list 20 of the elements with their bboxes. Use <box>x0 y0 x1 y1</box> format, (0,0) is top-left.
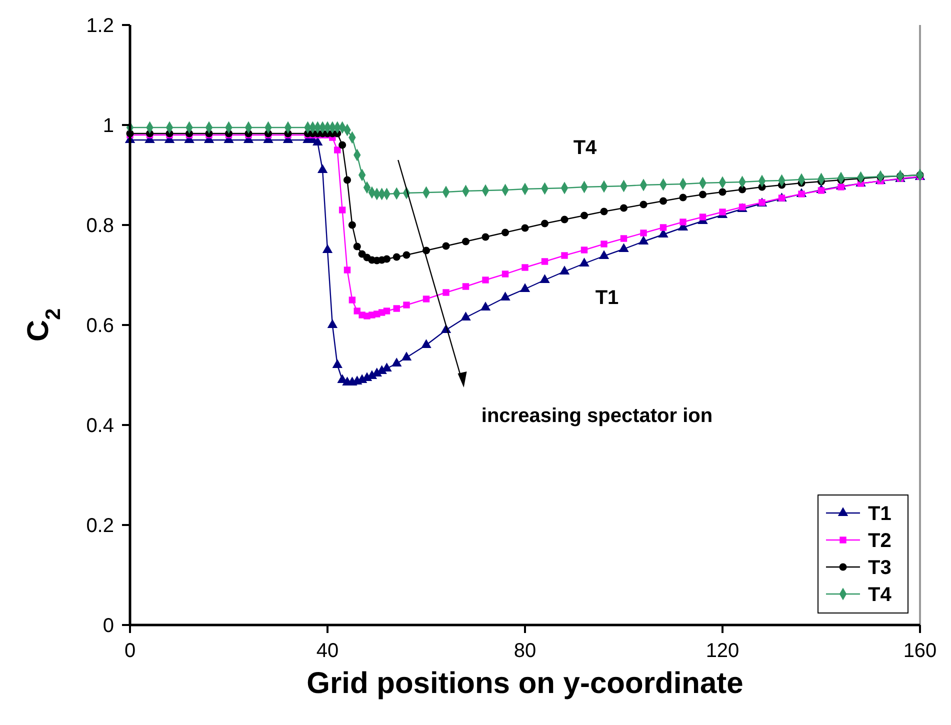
y-tick-label: 0.2 <box>86 515 114 537</box>
y-tick-label: 1.2 <box>86 15 114 37</box>
x-tick-label: 40 <box>316 640 339 662</box>
legend-label: T4 <box>868 584 892 606</box>
x-tick-label: 160 <box>903 640 937 662</box>
y-tick-label: 0.8 <box>86 215 114 237</box>
legend-label: T1 <box>868 503 892 525</box>
y-tick-label: 1 <box>102 115 114 137</box>
annotation: T4 <box>573 137 598 159</box>
y-tick-label: 0.4 <box>86 415 114 437</box>
y-tick-label: 0.6 <box>86 315 114 337</box>
x-axis-title: Grid positions on y-coordinate <box>306 667 744 700</box>
annotation: T1 <box>595 287 619 309</box>
annotation: increasing spectator ion <box>481 405 713 427</box>
x-tick-label: 80 <box>514 640 536 662</box>
x-tick-label: 120 <box>706 640 740 662</box>
y-tick-label: 0 <box>102 615 114 637</box>
x-tick-label: 0 <box>124 640 136 662</box>
legend-label: T3 <box>868 557 892 579</box>
legend-label: T2 <box>868 530 892 552</box>
